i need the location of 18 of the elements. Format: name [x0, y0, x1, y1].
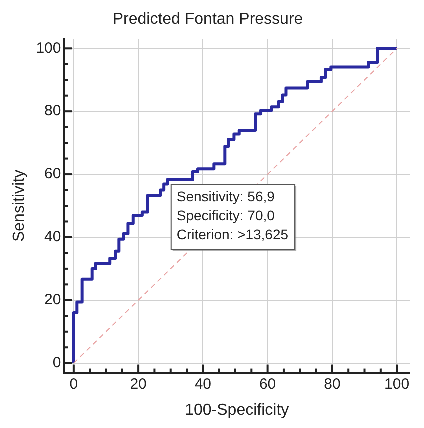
chart-title: Predicted Fontan Pressure — [112, 11, 304, 28]
x-tick-label: 80 — [324, 376, 341, 393]
annotation: Specificity: 70,0 — [176, 208, 276, 224]
x-tick-label: 100 — [384, 376, 410, 393]
y-tick-label: 40 — [44, 228, 62, 246]
x-axis-title: 100-Specificity — [185, 402, 290, 419]
y-axis-title: Sensitivity — [11, 170, 28, 242]
x-tick-label: 0 — [70, 376, 78, 393]
y-tick-label: 0 — [52, 354, 62, 372]
y-tick-label: 60 — [44, 166, 62, 183]
annotation: Sensitivity: 56,9 — [176, 188, 276, 205]
x-tick-label: 20 — [130, 376, 147, 393]
y-tick-label: 20 — [44, 292, 62, 309]
y-tick-label: 80 — [44, 102, 62, 120]
x-tick-label: 60 — [259, 376, 276, 393]
x-tick-label: 40 — [194, 376, 212, 393]
y-tick-label: 100 — [36, 40, 62, 57]
annotation: Criterion: >13,625 — [176, 226, 289, 243]
